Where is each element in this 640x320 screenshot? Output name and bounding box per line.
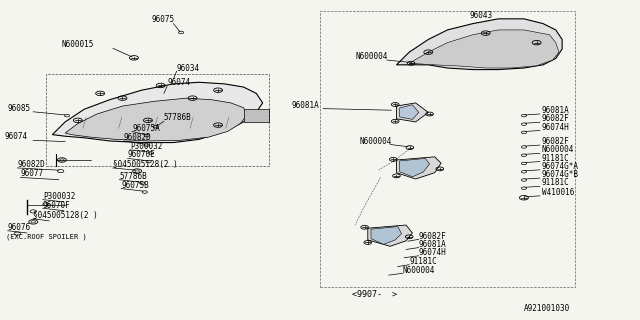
Polygon shape — [65, 98, 246, 141]
Text: 96074G*B: 96074G*B — [541, 170, 579, 179]
Polygon shape — [396, 103, 428, 122]
Text: 91181C: 91181C — [409, 257, 437, 266]
Text: W410016: W410016 — [541, 188, 574, 197]
Text: 96081A: 96081A — [541, 106, 570, 115]
Text: 96074H: 96074H — [419, 248, 447, 257]
Polygon shape — [396, 157, 441, 179]
Text: 96076: 96076 — [8, 223, 31, 232]
Text: 96082D: 96082D — [124, 133, 152, 142]
Polygon shape — [396, 19, 562, 69]
Text: 96082D: 96082D — [17, 160, 45, 169]
Text: 57786B: 57786B — [119, 172, 147, 181]
Text: 96034: 96034 — [177, 64, 200, 73]
Text: 96074H: 96074H — [541, 123, 570, 132]
Text: 96043: 96043 — [470, 11, 493, 20]
Text: P300032: P300032 — [43, 192, 75, 201]
Text: (EXC.ROOF SPOILER ): (EXC.ROOF SPOILER ) — [6, 234, 87, 240]
Polygon shape — [409, 30, 559, 68]
Polygon shape — [399, 105, 419, 119]
Polygon shape — [399, 158, 429, 177]
Text: §045005128(2 ): §045005128(2 ) — [113, 160, 178, 169]
Polygon shape — [52, 82, 262, 142]
Polygon shape — [371, 227, 401, 244]
Text: 96082F: 96082F — [419, 232, 447, 241]
Text: 96074: 96074 — [4, 132, 28, 141]
Text: 96075A: 96075A — [132, 124, 160, 133]
Text: N600015: N600015 — [62, 40, 94, 49]
Text: 96070F: 96070F — [43, 201, 70, 210]
Text: 96085: 96085 — [8, 104, 31, 113]
Text: N600004: N600004 — [403, 266, 435, 275]
Text: 96077: 96077 — [20, 170, 44, 179]
Text: 91181C: 91181C — [541, 178, 570, 188]
Text: 96075B: 96075B — [121, 181, 149, 190]
Text: <9907-  >: <9907- > — [352, 290, 397, 299]
Text: N600004: N600004 — [355, 52, 387, 61]
Text: 96075: 96075 — [151, 15, 174, 24]
Text: N600004: N600004 — [360, 137, 392, 146]
Text: 57786B: 57786B — [164, 113, 191, 122]
Text: 96081A: 96081A — [291, 101, 319, 110]
Text: 96082F: 96082F — [541, 114, 570, 123]
Text: 96074: 96074 — [167, 78, 190, 87]
Polygon shape — [368, 225, 412, 246]
Text: P300032: P300032 — [130, 142, 163, 151]
Text: 96070E: 96070E — [127, 150, 156, 159]
Text: A921001030: A921001030 — [524, 304, 570, 313]
Text: N600004: N600004 — [541, 145, 574, 154]
Text: §045005128(2 ): §045005128(2 ) — [33, 211, 98, 220]
Text: 96081A: 96081A — [419, 240, 447, 249]
Text: 96074G*A: 96074G*A — [541, 162, 579, 171]
Polygon shape — [244, 109, 269, 122]
Text: 91181C: 91181C — [541, 154, 570, 163]
Text: 96082F: 96082F — [541, 137, 570, 146]
